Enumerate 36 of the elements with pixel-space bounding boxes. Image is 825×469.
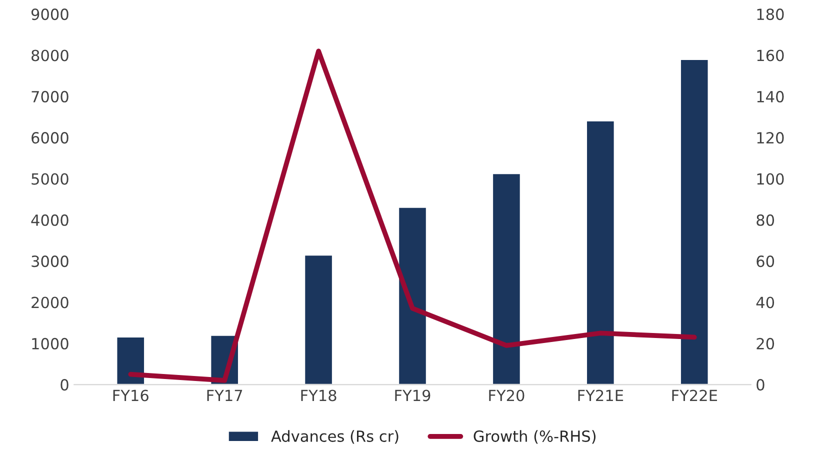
y2-tick-label: 80 <box>756 214 774 226</box>
y2-tick-label: 160 <box>757 50 784 62</box>
x-tick-label: FY19 <box>395 390 430 402</box>
legend-label: Growth (%-RHS) <box>474 430 596 444</box>
y-tick-label: 9000 <box>31 8 68 20</box>
x-tick-label: FY16 <box>113 390 148 402</box>
x-tick-label: FY18 <box>301 390 336 402</box>
bar <box>398 206 428 385</box>
y-tick-label: 4000 <box>31 214 68 226</box>
legend-label: Advances (Rs cr) <box>271 430 398 444</box>
y-tick-label: 6000 <box>32 132 68 144</box>
y2-tick-label: 100 <box>757 173 784 185</box>
x-tick-label: FY21E <box>578 390 624 402</box>
x-tick-label: FY17 <box>207 390 242 402</box>
bar <box>304 254 334 385</box>
bar <box>586 120 616 385</box>
bar <box>680 58 710 385</box>
bar <box>492 172 522 385</box>
line-series <box>128 48 697 383</box>
y2-tick-label: 120 <box>757 132 784 144</box>
y2-tick-label: 0 <box>756 379 764 391</box>
y-tick-label: 3000 <box>32 256 68 268</box>
bar <box>116 336 146 385</box>
y-tick-label: 7000 <box>32 90 68 102</box>
y2-tick-label: 60 <box>756 256 774 268</box>
y-tick-label: 8000 <box>32 50 68 62</box>
y2-tick-label: 40 <box>756 296 774 308</box>
x-tick-label: FY20 <box>489 390 524 402</box>
y2-tick-label: 140 <box>757 90 784 102</box>
y-tick-label: 0 <box>60 379 68 391</box>
y2-tick-label: 180 <box>757 8 784 20</box>
y2-tick-label: 20 <box>756 338 774 350</box>
y-tick-label: 5000 <box>32 173 68 185</box>
y-tick-label: 2000 <box>32 296 68 308</box>
x-tick-label: FY22E <box>672 390 718 402</box>
y-tick-label: 1000 <box>32 338 68 350</box>
